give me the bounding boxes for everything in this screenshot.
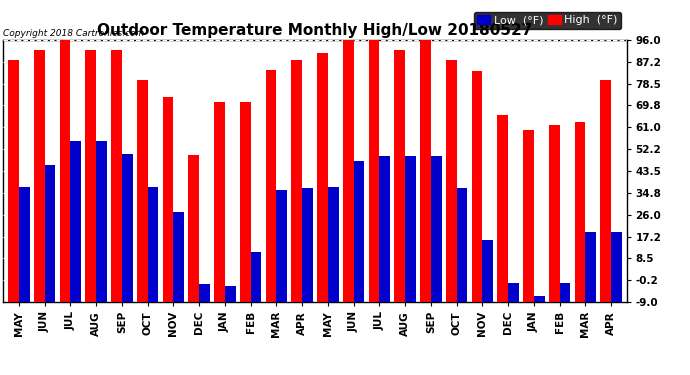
Bar xyxy=(8,60,19,302)
Bar xyxy=(368,39,380,302)
Bar xyxy=(575,122,585,302)
Bar xyxy=(86,50,96,302)
Bar xyxy=(240,102,250,302)
Bar xyxy=(585,232,596,302)
Bar xyxy=(508,283,519,302)
Bar xyxy=(560,283,571,302)
Bar xyxy=(122,153,132,302)
Bar xyxy=(173,212,184,302)
Bar xyxy=(163,98,173,302)
Bar xyxy=(225,286,236,302)
Bar xyxy=(446,60,457,302)
Legend: Low  (°F), High  (°F): Low (°F), High (°F) xyxy=(473,12,621,29)
Bar xyxy=(45,165,55,302)
Bar xyxy=(380,156,390,302)
Bar xyxy=(214,102,225,302)
Bar xyxy=(291,60,302,302)
Bar xyxy=(317,53,328,302)
Title: Outdoor Temperature Monthly High/Low 20180527: Outdoor Temperature Monthly High/Low 201… xyxy=(97,22,533,38)
Bar xyxy=(188,155,199,302)
Bar xyxy=(328,187,339,302)
Bar xyxy=(549,125,560,302)
Bar xyxy=(137,80,148,302)
Bar xyxy=(405,156,416,302)
Bar xyxy=(96,141,107,302)
Bar xyxy=(111,50,122,302)
Bar xyxy=(497,115,508,302)
Bar xyxy=(34,50,45,302)
Bar xyxy=(19,187,30,302)
Bar xyxy=(534,296,544,302)
Bar xyxy=(353,161,364,302)
Bar xyxy=(600,80,611,302)
Bar xyxy=(457,189,467,302)
Bar xyxy=(266,70,277,302)
Bar xyxy=(482,240,493,302)
Bar xyxy=(611,232,622,302)
Bar xyxy=(277,190,287,302)
Bar xyxy=(394,50,405,302)
Bar xyxy=(420,40,431,302)
Bar xyxy=(70,141,81,302)
Bar xyxy=(523,130,534,302)
Bar xyxy=(199,284,210,302)
Bar xyxy=(250,252,262,302)
Bar xyxy=(471,71,482,302)
Text: Copyright 2018 Cartronics.com: Copyright 2018 Cartronics.com xyxy=(3,28,145,38)
Bar xyxy=(431,156,442,302)
Bar xyxy=(148,187,159,302)
Bar xyxy=(302,189,313,302)
Bar xyxy=(343,36,353,302)
Bar xyxy=(59,39,70,302)
